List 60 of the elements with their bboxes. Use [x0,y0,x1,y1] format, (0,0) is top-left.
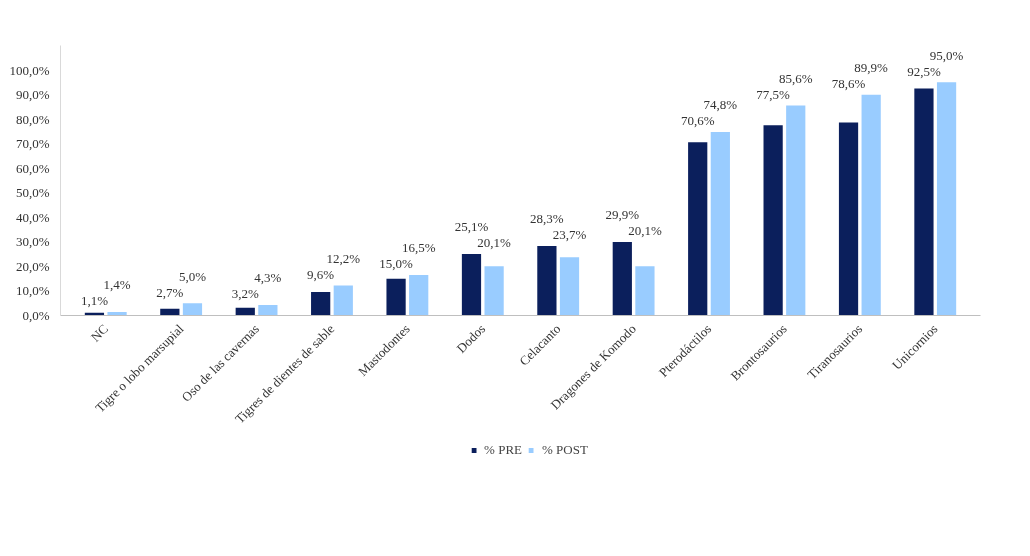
y-tick-label: 10,0% [15,283,50,299]
y-tick-label: 80,0% [15,111,50,127]
y-tick-label: 90,0% [15,87,50,103]
data-label: 16,5% [401,240,436,256]
bar [936,82,957,316]
y-tick-label: 50,0% [15,185,50,201]
data-label: 70,6% [680,113,715,129]
data-label: 2,7% [156,284,184,300]
y-tick-label: 100,0% [9,62,50,78]
bar [559,257,580,316]
bar [635,266,655,316]
data-label: 25,1% [454,219,489,235]
bar [688,142,708,316]
y-tick-label: 30,0% [15,234,50,250]
legend-label: % POST [542,442,588,458]
data-label: 9,6% [307,266,335,282]
data-label: 23,7% [552,227,587,243]
bar [484,266,504,316]
bar [461,253,482,316]
bar [838,122,859,316]
bar [107,312,127,316]
data-label: 28,3% [530,211,564,227]
data-label: 85,6% [778,70,813,86]
y-tick-label: 20,0% [15,258,50,274]
bar [160,308,180,316]
bar [409,275,429,316]
data-label: 4,3% [254,270,282,286]
data-label: 5,0% [178,268,207,284]
data-label: 89,9% [854,60,889,76]
data-label: 12,2% [326,250,361,266]
y-tick-label: 40,0% [15,209,50,225]
legend-label: % PRE [484,442,523,458]
y-tick-label: 70,0% [15,136,50,152]
bar [386,278,406,316]
data-label: 92,5% [907,63,941,79]
data-label: 15,0% [379,256,414,272]
y-tick-label: 0,0% [22,308,50,323]
bar [763,125,783,316]
bar [914,88,934,316]
y-tick-label: 60,0% [15,160,50,176]
data-label: 95,0% [929,47,964,63]
data-label: 74,8% [703,97,738,113]
data-label: 3,2% [231,286,259,302]
bar [182,303,203,316]
data-label: 1,4% [103,277,131,293]
data-label: 77,5% [756,86,791,102]
bar [861,94,881,316]
bar [612,242,632,316]
bar [333,285,353,316]
bar [258,304,278,316]
data-label: 20,1% [628,223,662,239]
data-label: 1,1% [80,293,109,309]
data-label: 29,9% [605,207,640,223]
bar [537,246,557,316]
data-label: 20,1% [477,235,512,251]
bar [786,105,806,316]
x-tick-label: NC [87,321,112,345]
bar [311,291,331,316]
bar [710,131,730,316]
data-label: 78,6% [831,76,866,92]
